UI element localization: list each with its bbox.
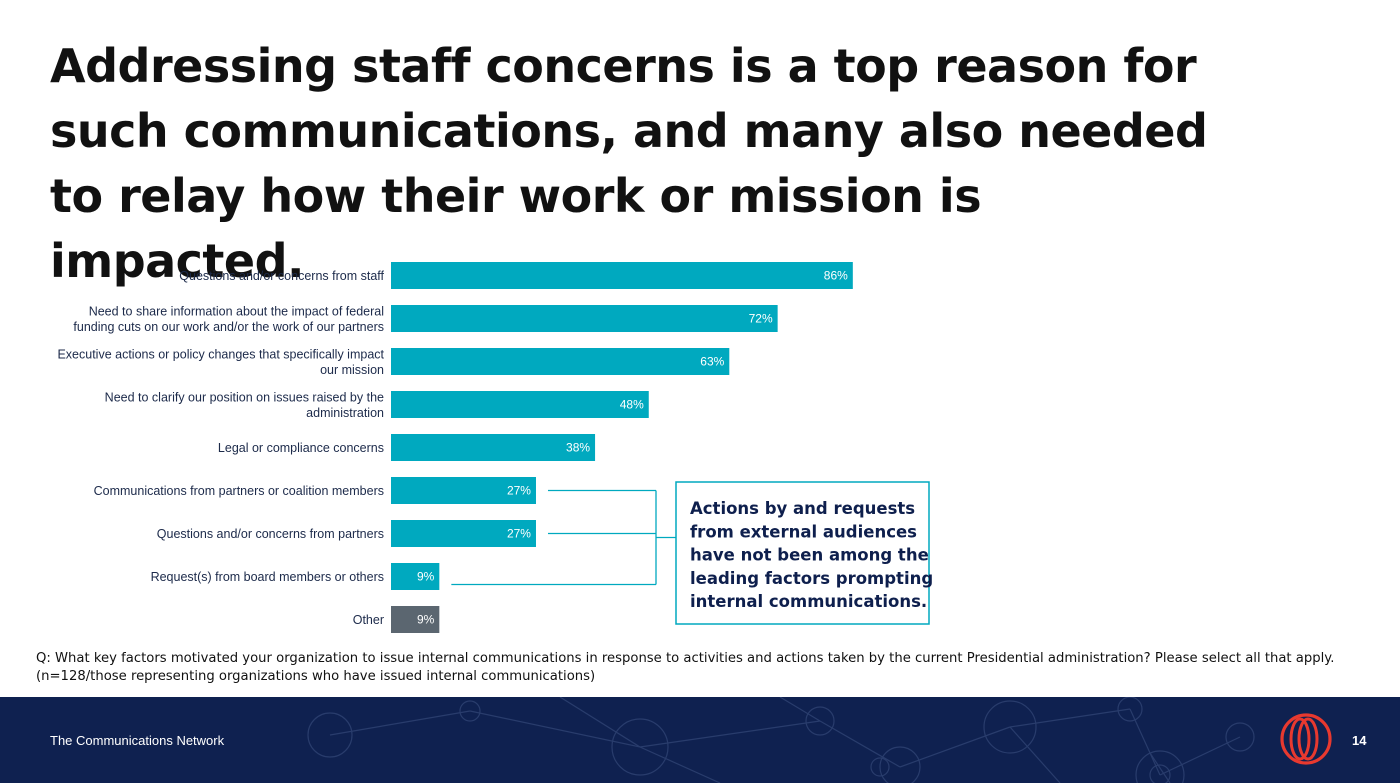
bars-layer: 86% Questions and/or concerns from staff 7…	[57, 262, 853, 633]
footnote-question: Q: What key factors motivated your organ…	[36, 651, 1335, 666]
footnote-sample-size: (n=128/those representing organizations …	[36, 669, 596, 684]
callout-connector	[451, 489, 676, 586]
bar-value-label-6: 27%	[507, 484, 531, 498]
bar-value-label-8: 9%	[417, 570, 435, 584]
bar-value-label-5: 38%	[566, 441, 590, 455]
category-label-5: Legal or compliance concerns	[218, 441, 384, 455]
category-label-2: Need to share information about the impa…	[73, 304, 384, 334]
callout-text: Actions by and requests from external aud…	[690, 499, 933, 611]
footnote: Q: What key factors motivated your organ…	[36, 650, 1366, 686]
slide-title: Addressing staff concerns is a top reaso…	[50, 39, 1208, 288]
bar-1	[391, 262, 853, 289]
bar-6	[391, 477, 536, 504]
category-label-3: Executive actions or policy changes that…	[57, 347, 384, 377]
footer-bar: The Communications Network 14	[0, 697, 1400, 783]
bar-value-label-2: 72%	[749, 312, 773, 326]
bar-8	[391, 563, 440, 590]
category-label-9: Other	[353, 613, 384, 627]
bar-9	[391, 606, 440, 633]
bar-2	[391, 305, 778, 332]
category-label-7: Questions and/or concerns from partners	[157, 527, 384, 541]
callout-box: Actions by and requests from external aud…	[675, 481, 933, 625]
bar-7	[391, 520, 536, 547]
bar-5	[391, 434, 596, 461]
bar-value-label-9: 9%	[417, 613, 435, 627]
category-label-6: Communications from partners or coalitio…	[94, 484, 384, 498]
category-label-4: Need to clarify our position on issues r…	[105, 390, 384, 420]
bar-value-label-7: 27%	[507, 527, 531, 541]
bar-4	[391, 391, 649, 418]
callout-border	[675, 481, 930, 625]
category-label-8: Request(s) from board members or others	[151, 570, 384, 584]
network-pattern-background	[307, 697, 1255, 783]
bar-value-label-3: 63%	[700, 355, 724, 369]
bar-3	[391, 348, 730, 375]
category-label-1: Questions and/or concerns from staff	[179, 269, 384, 283]
communications-network-logo-icon	[1280, 713, 1332, 765]
bar-value-label-4: 48%	[620, 398, 644, 412]
page-number: 14	[1352, 733, 1367, 748]
footer-brand-name: The Communications Network	[50, 733, 225, 748]
bar-value-label-1: 86%	[824, 269, 848, 283]
